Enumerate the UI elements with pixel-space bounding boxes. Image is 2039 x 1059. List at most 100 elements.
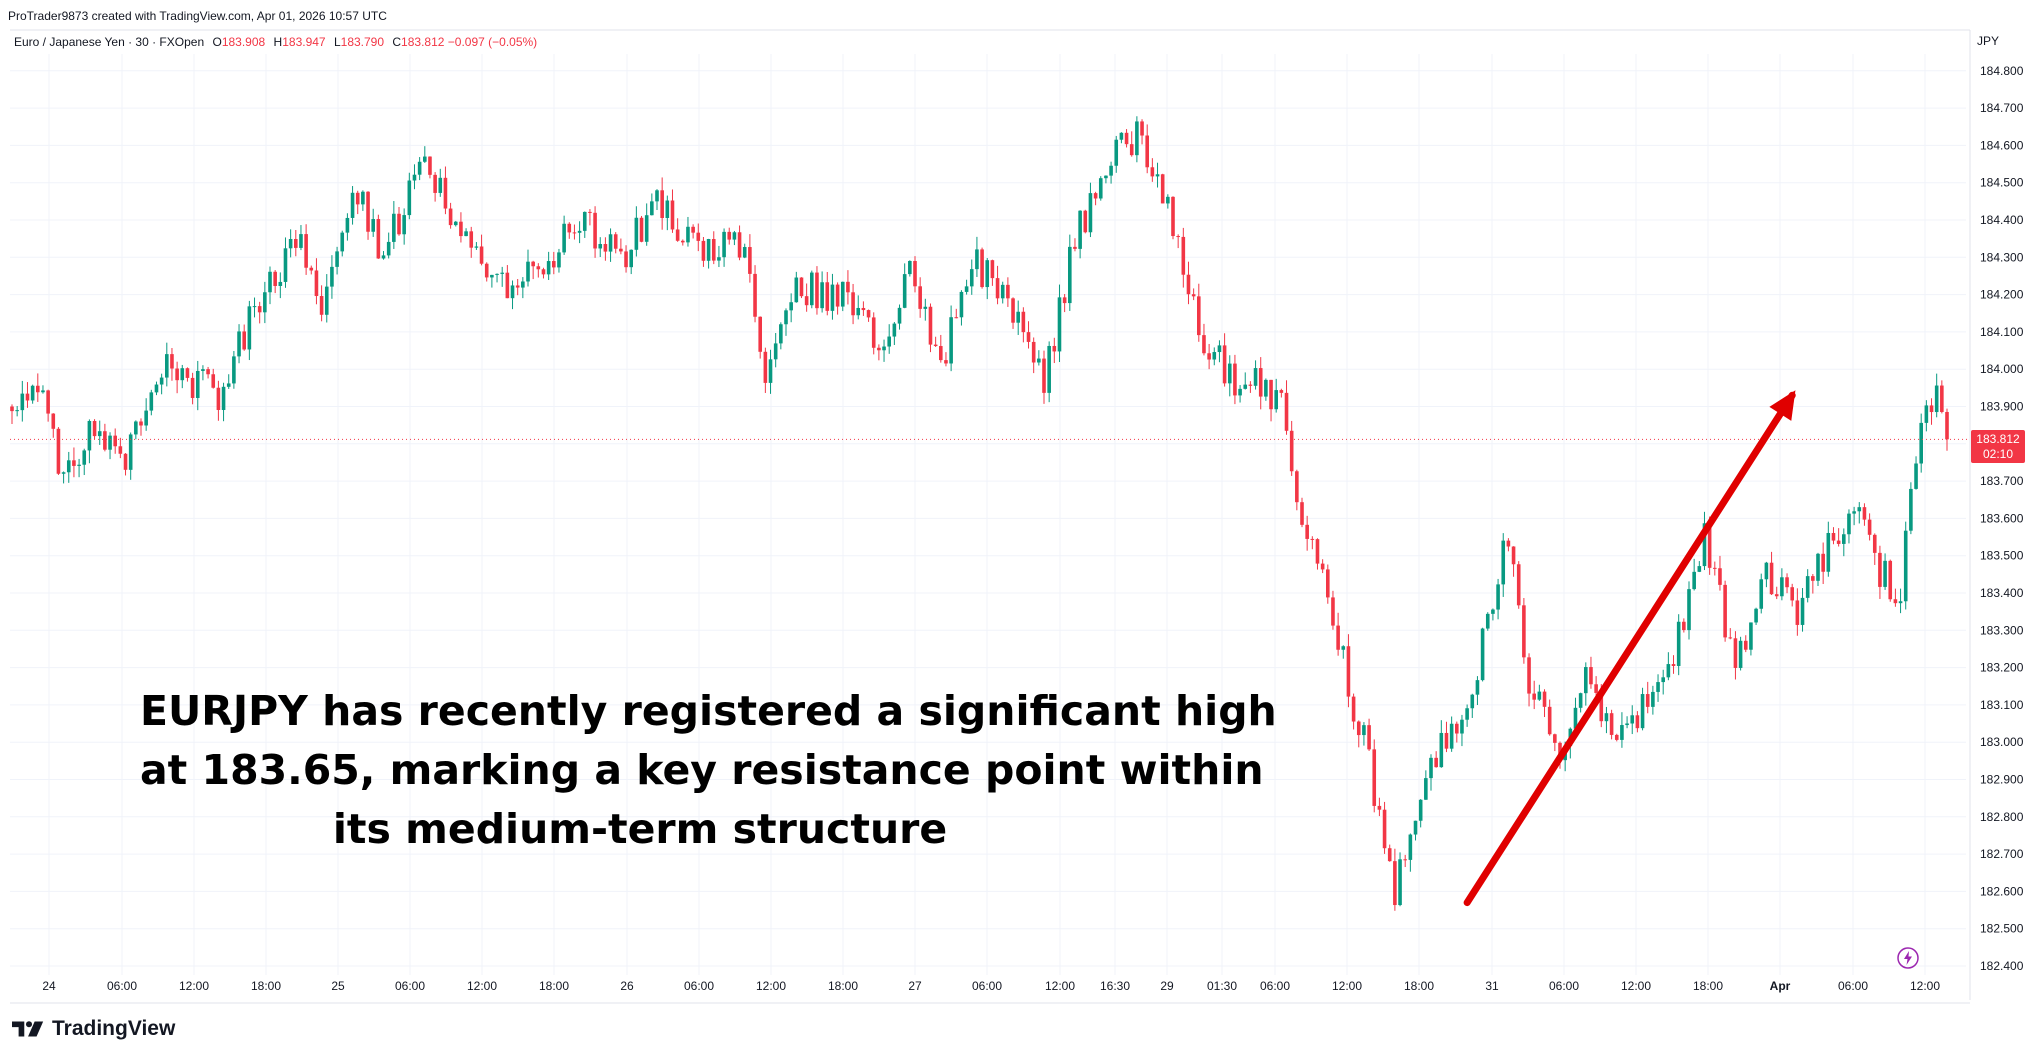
candle-body[interactable] [345,217,350,233]
candle-body[interactable] [273,271,277,286]
candle-body[interactable] [1491,609,1495,614]
candle-body[interactable] [1934,385,1939,413]
candle-body[interactable] [557,252,561,268]
candle-body[interactable] [1929,405,1934,413]
candle-body[interactable] [495,273,499,275]
candle-body[interactable] [1160,174,1165,204]
candle-body[interactable] [711,239,716,261]
candle-body[interactable] [830,284,835,311]
candle-body[interactable] [1620,725,1624,740]
candle-body[interactable] [696,232,701,241]
candle-body[interactable] [392,213,396,242]
candle-body[interactable] [1398,859,1402,906]
candle-body[interactable] [1599,692,1604,722]
candle-body[interactable] [257,306,262,313]
candle-body[interactable] [1233,363,1237,396]
candle-body[interactable] [1795,600,1800,625]
candle-body[interactable] [1367,725,1371,750]
candle-body[interactable] [247,306,252,350]
candle-body[interactable] [1326,569,1330,598]
candle-body[interactable] [1377,805,1382,810]
candle-body[interactable] [1011,298,1015,323]
candle-body[interactable] [1842,534,1846,544]
candle-body[interactable] [521,281,525,288]
candle-body[interactable] [1883,560,1887,587]
candle-body[interactable] [969,269,974,287]
candle-body[interactable] [1609,713,1614,735]
candle-body[interactable] [1780,577,1784,597]
candle-body[interactable] [1444,732,1449,749]
candle-body[interactable] [376,219,381,259]
candle-body[interactable] [660,190,664,218]
candle-body[interactable] [1826,532,1831,572]
candle-body[interactable] [1692,571,1696,590]
candle-body[interactable] [773,343,778,360]
candle-body[interactable] [15,410,19,412]
candle-body[interactable] [923,306,928,309]
candle-body[interactable] [1031,341,1036,363]
candle-body[interactable] [10,406,14,412]
candle-body[interactable] [268,271,272,293]
candle-body[interactable] [1181,236,1186,275]
candle-body[interactable] [1006,284,1010,299]
candle-body[interactable] [294,239,298,248]
candle-body[interactable] [252,306,257,308]
candle-body[interactable] [742,247,747,258]
candle-body[interactable] [670,200,675,230]
candle-body[interactable] [887,336,891,347]
candle-body[interactable] [1109,165,1113,176]
candle-body[interactable] [206,369,210,375]
candle-body[interactable] [701,240,706,261]
candle-body[interactable] [1682,621,1686,631]
candle-body[interactable] [1052,345,1057,352]
candle-body[interactable] [221,386,226,410]
candle-body[interactable] [82,450,87,465]
candle-body[interactable] [1073,246,1077,249]
candle-body[interactable] [1155,174,1160,177]
candle-body[interactable] [1424,778,1428,800]
candle-body[interactable] [763,351,768,383]
candle-body[interactable] [913,260,917,287]
candle-body[interactable] [1243,384,1248,389]
candle-body[interactable] [1878,552,1882,587]
candle-body[interactable] [479,246,484,264]
candle-body[interactable] [1465,708,1469,720]
candle-body[interactable] [20,393,25,411]
candle-body[interactable] [944,360,948,364]
candle-body[interactable] [908,260,912,275]
candle-body[interactable] [1000,284,1005,299]
candle-body[interactable] [1393,861,1397,906]
candle-body[interactable] [980,249,984,288]
candle-body[interactable] [1434,757,1438,768]
candle-body[interactable] [572,232,577,234]
candle-body[interactable] [902,274,907,308]
candle-body[interactable] [159,377,164,385]
candle-body[interactable] [1253,368,1258,386]
candle-body[interactable] [469,231,474,248]
candle-body[interactable] [1790,587,1794,601]
candle-body[interactable] [789,302,793,311]
candle-body[interactable] [846,281,850,293]
candle-body[interactable] [510,285,515,299]
candle-body[interactable] [840,281,845,307]
candle-body[interactable] [686,226,690,243]
candle-body[interactable] [226,383,231,387]
candle-body[interactable] [407,180,412,216]
candle-body[interactable] [330,266,334,287]
candle-body[interactable] [1331,597,1335,626]
candle-body[interactable] [851,292,855,316]
candle-body[interactable] [1248,384,1253,386]
candle-body[interactable] [650,201,654,216]
candle-body[interactable] [139,421,143,426]
candle-body[interactable] [263,292,267,313]
candle-body[interactable] [1207,353,1211,360]
candle-body[interactable] [1645,694,1650,707]
candle-body[interactable] [959,291,964,318]
candle-body[interactable] [1940,385,1944,412]
candle-body[interactable] [1666,664,1671,678]
currency-label[interactable]: JPY [1977,34,2000,48]
candle-body[interactable] [1661,677,1665,683]
candle-body[interactable] [185,368,190,378]
candle-body[interactable] [299,234,303,248]
candle-body[interactable] [1336,625,1340,650]
